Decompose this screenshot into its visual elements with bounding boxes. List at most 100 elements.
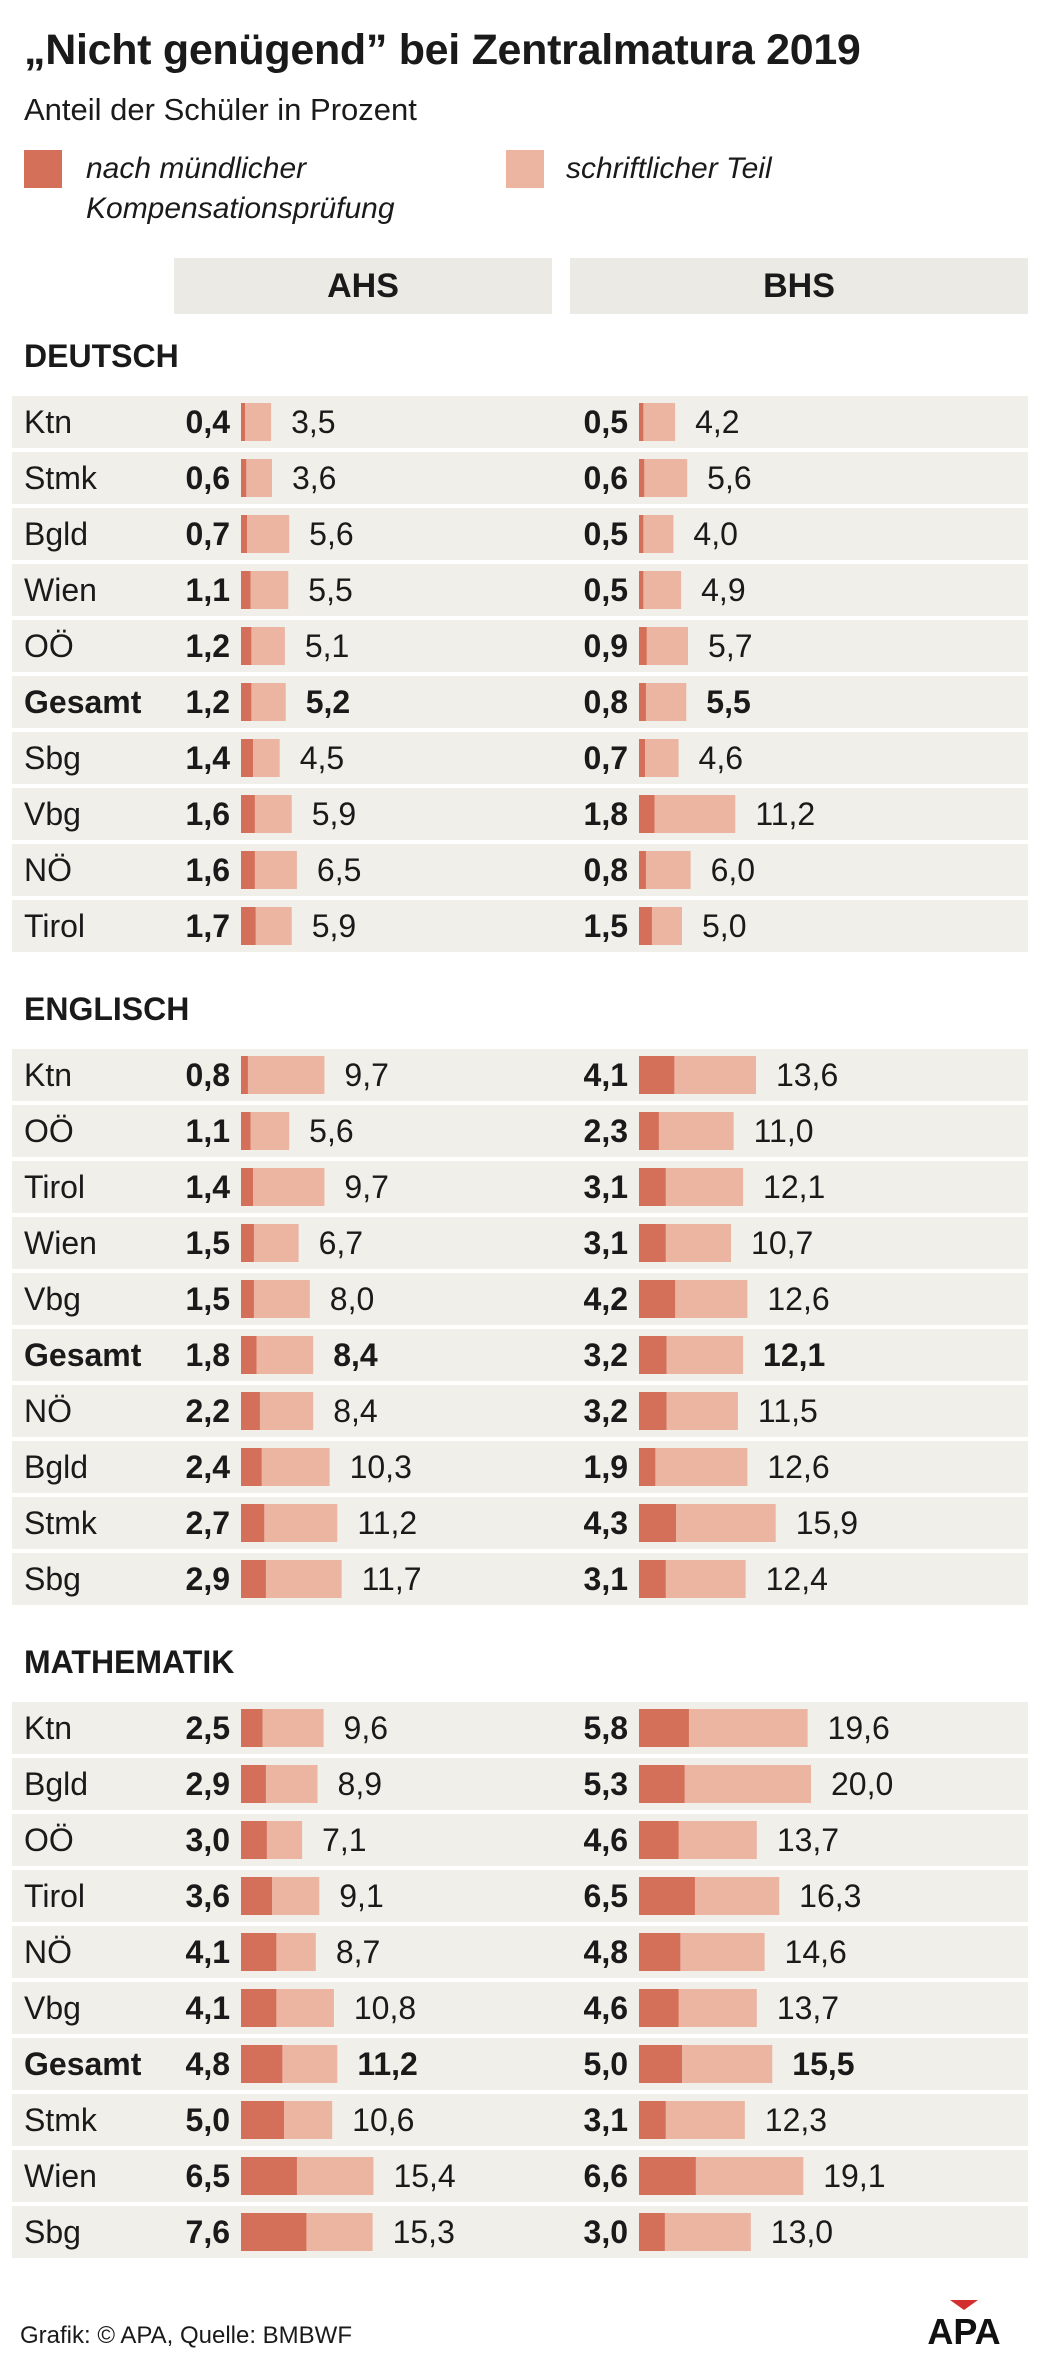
table-row <box>12 2206 1028 2258</box>
ahs-written-value: 6,7 <box>318 1225 364 1261</box>
bhs-written-value: 11,0 <box>753 1113 814 1149</box>
ahs-oral-value: 0,7 <box>185 516 230 552</box>
ahs-oral-value: 4,8 <box>185 2046 230 2082</box>
bhs-written-value: 16,3 <box>799 1878 862 1914</box>
bhs-oral-value: 4,6 <box>583 1990 628 2026</box>
bhs-written-value: 11,2 <box>755 796 816 832</box>
ahs-written-value: 5,6 <box>309 516 354 552</box>
bhs-oral-bar <box>639 1224 666 1262</box>
bhs-written-value: 13,7 <box>776 1990 840 2026</box>
table-row <box>12 1758 1028 1810</box>
bhs-written-value: 14,6 <box>784 1934 847 1970</box>
legend-label-oral-line2: Kompensationsprüfung <box>86 192 395 225</box>
ahs-oral-bar <box>241 1448 262 1486</box>
bhs-oral-bar <box>639 1560 666 1598</box>
row-label: Gesamt <box>24 684 142 720</box>
row-label: OÖ <box>24 628 74 664</box>
ahs-oral-value: 1,6 <box>185 796 230 832</box>
apa-logo: APA <box>927 2300 1001 2348</box>
bhs-written-value: 13,0 <box>770 2214 834 2250</box>
table-row <box>12 1553 1028 1605</box>
table-row <box>12 508 1028 560</box>
ahs-oral-value: 2,9 <box>185 1766 230 1802</box>
bhs-written-bar <box>639 739 679 777</box>
bhs-written-value: 5,5 <box>706 684 751 720</box>
row-label: Gesamt <box>24 1337 142 1373</box>
bhs-oral-bar <box>639 1504 676 1542</box>
ahs-written-value: 3,5 <box>291 404 336 440</box>
bhs-oral-bar <box>639 2213 665 2251</box>
bhs-written-bar <box>639 403 676 441</box>
bhs-oral-bar <box>639 2157 696 2195</box>
ahs-oral-value: 1,7 <box>185 908 230 944</box>
bhs-oral-value: 1,9 <box>583 1449 628 1485</box>
row-label: Tirol <box>24 908 86 944</box>
ahs-oral-value: 2,5 <box>185 1710 230 1746</box>
row-label: Ktn <box>24 1057 73 1093</box>
row-label: Bgld <box>24 1766 89 1802</box>
row-label: OÖ <box>24 1822 74 1858</box>
ahs-written-value: 8,0 <box>329 1281 375 1317</box>
row-label: NÖ <box>24 852 72 888</box>
table-row <box>12 1814 1028 1866</box>
ahs-written-value: 15,3 <box>392 2214 455 2250</box>
table-row <box>12 1870 1028 1922</box>
ahs-oral-value: 2,4 <box>185 1449 230 1485</box>
bhs-oral-value: 6,6 <box>583 2158 628 2194</box>
ahs-written-value: 11,7 <box>361 1561 422 1597</box>
section-title: DEUTSCH <box>24 338 179 374</box>
row-label: Wien <box>24 1225 97 1261</box>
legend-label-oral-line1: nach mündlicher <box>86 152 307 185</box>
bhs-oral-bar <box>639 2101 666 2139</box>
row-label: Vbg <box>24 796 81 832</box>
bhs-oral-value: 6,5 <box>583 1878 628 1914</box>
bhs-oral-bar <box>639 1765 685 1803</box>
bhs-oral-value: 0,6 <box>583 460 628 496</box>
bhs-written-value: 12,6 <box>767 1449 830 1485</box>
row-label: Sbg <box>24 1561 81 1597</box>
bhs-written-value: 12,3 <box>764 2102 828 2138</box>
table-row <box>12 2094 1028 2146</box>
bhs-oral-bar <box>639 739 645 777</box>
ahs-written-bar <box>241 515 290 553</box>
ahs-oral-value: 1,1 <box>185 1113 230 1149</box>
row-label: Wien <box>24 572 97 608</box>
bhs-oral-value: 3,1 <box>583 2102 628 2138</box>
ahs-oral-value: 1,1 <box>185 572 230 608</box>
row-label: Sbg <box>24 740 81 776</box>
ahs-oral-bar <box>241 627 252 665</box>
ahs-oral-bar <box>241 2045 283 2083</box>
ahs-oral-value: 2,7 <box>185 1505 230 1541</box>
bhs-oral-value: 2,3 <box>583 1113 628 1149</box>
table-row <box>12 2038 1028 2090</box>
table-row <box>12 732 1028 784</box>
ahs-oral-bar <box>241 1560 266 1598</box>
ahs-written-value: 5,6 <box>309 1113 354 1149</box>
table-row <box>12 1926 1028 1978</box>
ahs-oral-bar <box>241 1765 266 1803</box>
bhs-oral-value: 0,5 <box>583 404 628 440</box>
bhs-oral-bar <box>639 1336 667 1374</box>
table-row <box>12 2150 1028 2202</box>
table-row <box>12 620 1028 672</box>
bhs-written-bar <box>639 459 688 497</box>
ahs-oral-bar <box>241 1112 251 1150</box>
ahs-oral-value: 7,6 <box>185 2214 230 2250</box>
ahs-oral-bar <box>241 2213 307 2251</box>
table-row <box>12 452 1028 504</box>
table-row <box>12 1982 1028 2034</box>
ahs-written-value: 11,2 <box>357 2046 418 2082</box>
ahs-written-bar <box>241 1056 325 1094</box>
bhs-oral-bar <box>639 1392 667 1430</box>
bhs-written-value: 11,5 <box>757 1393 818 1429</box>
ahs-written-bar <box>241 1168 325 1206</box>
ahs-written-value: 5,5 <box>308 572 353 608</box>
chart-subtitle: Anteil der Schüler in Prozent <box>24 92 417 127</box>
row-label: Bgld <box>24 1449 89 1485</box>
bhs-written-value: 4,2 <box>695 404 740 440</box>
bhs-written-value: 13,7 <box>776 1822 840 1858</box>
ahs-oral-bar <box>241 2101 284 2139</box>
ahs-written-value: 3,6 <box>291 460 337 496</box>
ahs-oral-value: 0,4 <box>185 404 230 440</box>
bhs-oral-bar <box>639 1112 659 1150</box>
